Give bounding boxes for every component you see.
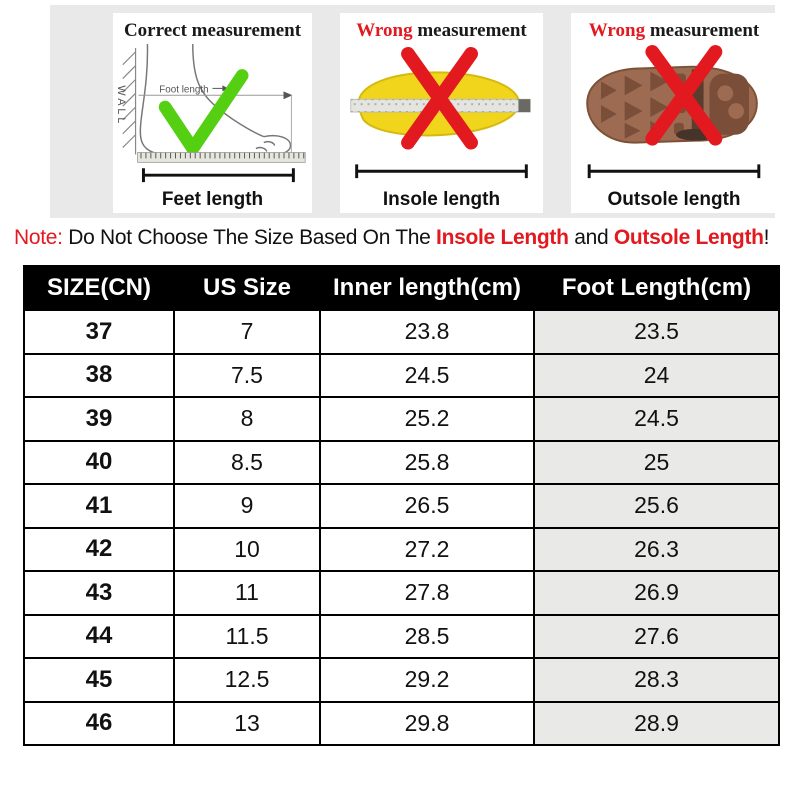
table-cell: 24.5 bbox=[533, 396, 780, 442]
table-cell: 29.8 bbox=[319, 700, 535, 746]
outsole-length-caption: Outsole length bbox=[607, 189, 741, 210]
table-cell: 7 bbox=[173, 309, 321, 355]
table-cell: 26.5 bbox=[319, 483, 535, 529]
table-header-cell: US Size bbox=[173, 265, 321, 311]
checkmark-icon bbox=[158, 69, 249, 155]
correct-measurement-panel: Correct measurement bbox=[113, 13, 312, 213]
insole-illustration bbox=[350, 46, 531, 179]
feet-length-caption: Feet length bbox=[161, 189, 264, 210]
note-suffix: ! bbox=[763, 226, 770, 249]
panel-title-rest: measurement bbox=[186, 20, 302, 41]
foot-outline bbox=[139, 44, 292, 158]
size-table-body: 37 7 23.8 23.5 38 7.5 24.5 24 39 8 25.2 24.5 40 8.5 25… bbox=[23, 309, 780, 746]
table-cell: 11 bbox=[173, 570, 321, 616]
table-header-cell: Inner length(cm) bbox=[319, 265, 535, 311]
table-cell: 39 bbox=[23, 396, 175, 442]
table-cell: 46 bbox=[23, 700, 175, 746]
table-row: 37 7 23.8 23.5 bbox=[23, 309, 780, 355]
table-cell: 11.5 bbox=[173, 613, 321, 659]
table-cell: 24 bbox=[533, 352, 780, 398]
table-cell: 9 bbox=[173, 483, 321, 529]
measurement-bracket bbox=[355, 164, 528, 179]
table-cell: 28.9 bbox=[533, 700, 780, 746]
insole-length-caption: Insole length bbox=[382, 189, 501, 210]
note-prefix: Note: bbox=[14, 226, 63, 249]
wall-hatching bbox=[122, 47, 137, 155]
foot-length-label: Foot length bbox=[159, 84, 208, 95]
panel-title-rest: measurement bbox=[412, 20, 527, 41]
table-row: 43 11 27.8 26.9 bbox=[23, 570, 780, 616]
note-highlight-outsole: Outsole Length bbox=[613, 226, 764, 249]
table-cell: 42 bbox=[23, 526, 175, 572]
measurement-panels-band: Correct measurement bbox=[50, 5, 777, 218]
panel-title-prefix: Correct bbox=[123, 20, 187, 41]
table-cell: 40 bbox=[23, 439, 175, 485]
panel-title-prefix: Wrong bbox=[588, 20, 646, 41]
foot-length-measure-line: Foot length bbox=[138, 84, 293, 153]
note-middle: and bbox=[568, 226, 614, 249]
table-cell: 25 bbox=[533, 439, 780, 485]
table-row: 40 8.5 25.8 25 bbox=[23, 439, 780, 485]
panel-title: Wrong measurement bbox=[340, 20, 543, 44]
outsole-tread bbox=[601, 67, 749, 141]
table-cell: 37 bbox=[23, 309, 175, 355]
table-row: 44 11.5 28.5 27.6 bbox=[23, 613, 780, 659]
table-cell: 26.9 bbox=[533, 570, 780, 616]
table-row: 41 9 26.5 25.6 bbox=[23, 483, 780, 529]
table-cell: 27.8 bbox=[319, 570, 535, 616]
table-cell: 43 bbox=[23, 570, 175, 616]
panel-title: Correct measurement bbox=[113, 20, 312, 44]
table-row: 39 8 25.2 24.5 bbox=[23, 396, 780, 442]
table-cell: 8 bbox=[173, 396, 321, 442]
note-highlight-insole: Insole Length bbox=[436, 226, 569, 249]
foot-measurement-illustration: WALL Foot length bbox=[115, 44, 306, 183]
table-cell: 27.6 bbox=[533, 613, 780, 659]
table-cell: 41 bbox=[23, 483, 175, 529]
wrong-insole-panel: Wrong measurement bbox=[340, 13, 543, 213]
table-cell: 25.8 bbox=[319, 439, 535, 485]
table-row: 46 13 29.8 28.9 bbox=[23, 700, 780, 746]
table-cell: 10 bbox=[173, 526, 321, 572]
red-x-icon bbox=[401, 46, 478, 150]
table-cell: 13 bbox=[173, 700, 321, 746]
table-header-cell: Foot Length(cm) bbox=[533, 265, 780, 311]
panel-title-rest: measurement bbox=[645, 20, 760, 41]
table-row: 42 10 27.2 26.3 bbox=[23, 526, 780, 572]
measurement-bracket bbox=[141, 168, 295, 183]
table-cell: 23.8 bbox=[319, 309, 535, 355]
table-header-row: SIZE(CN) US Size Inner length(cm) Foot Leng… bbox=[23, 265, 780, 311]
ruler bbox=[137, 152, 306, 163]
size-warning-note: Note: Do Not Choose The Size Based On Th… bbox=[14, 226, 794, 250]
table-cell: 24.5 bbox=[319, 352, 535, 398]
panel-title-prefix: Wrong bbox=[356, 20, 413, 41]
table-row: 38 7.5 24.5 24 bbox=[23, 352, 780, 398]
table-cell: 28.5 bbox=[319, 613, 535, 659]
table-cell: 44 bbox=[23, 613, 175, 659]
red-x-icon bbox=[645, 44, 723, 146]
table-cell: 26.3 bbox=[533, 526, 780, 572]
table-cell: 25.6 bbox=[533, 483, 780, 529]
size-table: SIZE(CN) US Size Inner length(cm) Foot Leng… bbox=[23, 265, 780, 746]
table-cell: 7.5 bbox=[173, 352, 321, 398]
wall-label: WALL bbox=[115, 85, 127, 126]
panel-title: Wrong measurement bbox=[571, 20, 777, 44]
outsole-illustration bbox=[586, 44, 761, 179]
table-cell: 28.3 bbox=[533, 657, 780, 703]
table-cell: 27.2 bbox=[319, 526, 535, 572]
table-cell: 23.5 bbox=[533, 309, 780, 355]
table-cell: 25.2 bbox=[319, 396, 535, 442]
table-row: 45 12.5 29.2 28.3 bbox=[23, 657, 780, 703]
measurement-bracket bbox=[587, 164, 761, 179]
note-body: Do Not Choose The Size Based On The bbox=[62, 226, 437, 249]
table-cell: 45 bbox=[23, 657, 175, 703]
table-header-cell: SIZE(CN) bbox=[23, 265, 175, 311]
table-cell: 29.2 bbox=[319, 657, 535, 703]
table-cell: 12.5 bbox=[173, 657, 321, 703]
wrong-outsole-panel: Wrong measurement bbox=[571, 13, 777, 213]
table-cell: 8.5 bbox=[173, 439, 321, 485]
table-cell: 38 bbox=[23, 352, 175, 398]
